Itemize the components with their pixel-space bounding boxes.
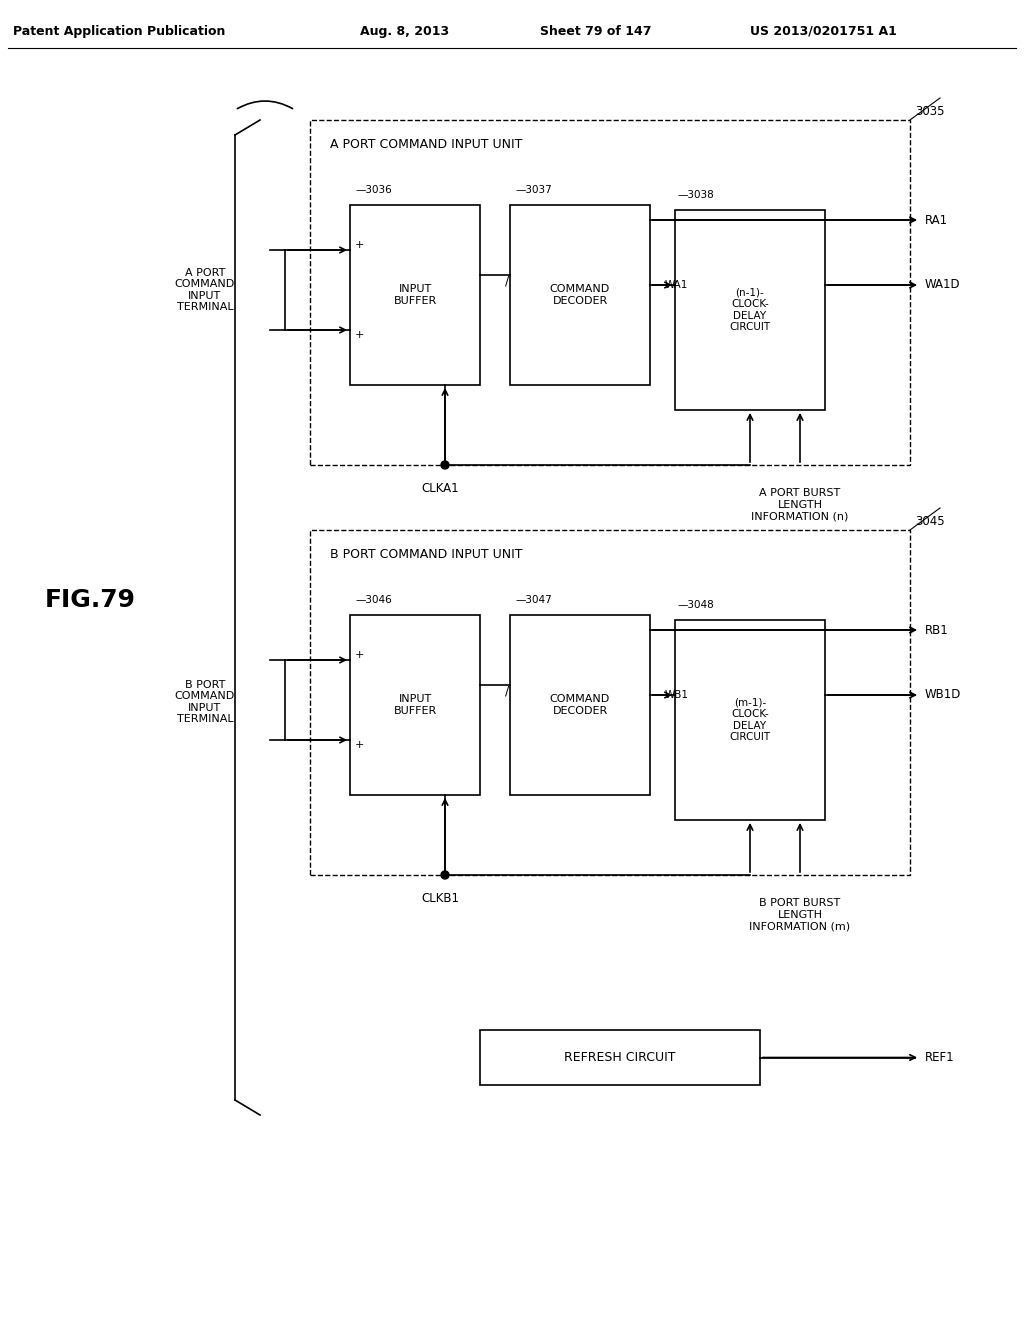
Text: Patent Application Publication: Patent Application Publication bbox=[13, 25, 225, 38]
Circle shape bbox=[441, 461, 449, 469]
Text: —3037: —3037 bbox=[515, 185, 552, 195]
Text: WA1D: WA1D bbox=[925, 279, 961, 292]
Text: RA1: RA1 bbox=[925, 214, 948, 227]
Text: WB1: WB1 bbox=[665, 690, 689, 700]
Text: B PORT BURST
LENGTH
INFORMATION (m): B PORT BURST LENGTH INFORMATION (m) bbox=[750, 898, 851, 931]
Text: COMMAND
DECODER: COMMAND DECODER bbox=[550, 284, 610, 306]
Text: A PORT
COMMAND
INPUT
TERMINAL: A PORT COMMAND INPUT TERMINAL bbox=[175, 268, 236, 313]
Text: A PORT BURST
LENGTH
INFORMATION (n): A PORT BURST LENGTH INFORMATION (n) bbox=[752, 488, 849, 521]
Text: A PORT COMMAND INPUT UNIT: A PORT COMMAND INPUT UNIT bbox=[330, 139, 522, 150]
Text: —3046: —3046 bbox=[355, 595, 392, 605]
FancyBboxPatch shape bbox=[510, 205, 650, 385]
Text: CLKB1: CLKB1 bbox=[421, 892, 459, 906]
Text: —3038: —3038 bbox=[677, 190, 714, 201]
FancyBboxPatch shape bbox=[480, 1030, 760, 1085]
Text: B PORT COMMAND INPUT UNIT: B PORT COMMAND INPUT UNIT bbox=[330, 548, 522, 561]
Text: B PORT
COMMAND
INPUT
TERMINAL: B PORT COMMAND INPUT TERMINAL bbox=[175, 680, 236, 725]
Text: /: / bbox=[505, 685, 509, 698]
Text: /: / bbox=[505, 275, 509, 288]
Text: FIG.79: FIG.79 bbox=[45, 587, 136, 612]
Text: —3036: —3036 bbox=[355, 185, 392, 195]
FancyBboxPatch shape bbox=[350, 205, 480, 385]
Text: REF1: REF1 bbox=[925, 1051, 954, 1064]
FancyBboxPatch shape bbox=[675, 620, 825, 820]
Text: —3048: —3048 bbox=[677, 601, 714, 610]
Text: +: + bbox=[355, 240, 365, 249]
Text: CLKA1: CLKA1 bbox=[421, 482, 459, 495]
FancyBboxPatch shape bbox=[350, 615, 480, 795]
FancyBboxPatch shape bbox=[310, 120, 910, 465]
Text: INPUT
BUFFER: INPUT BUFFER bbox=[393, 694, 436, 715]
Text: REFRESH CIRCUIT: REFRESH CIRCUIT bbox=[564, 1051, 676, 1064]
Text: INPUT
BUFFER: INPUT BUFFER bbox=[393, 284, 436, 306]
Text: +: + bbox=[355, 330, 365, 341]
Text: 3045: 3045 bbox=[915, 515, 944, 528]
Text: Aug. 8, 2013: Aug. 8, 2013 bbox=[360, 25, 450, 38]
Text: WA1: WA1 bbox=[665, 280, 688, 290]
Text: COMMAND
DECODER: COMMAND DECODER bbox=[550, 694, 610, 715]
Text: (n-1)-
CLOCK-
DELAY
CIRCUIT: (n-1)- CLOCK- DELAY CIRCUIT bbox=[729, 288, 771, 333]
Text: —3047: —3047 bbox=[515, 595, 552, 605]
Text: +: + bbox=[355, 741, 365, 750]
Text: 3035: 3035 bbox=[915, 106, 944, 117]
Text: +: + bbox=[355, 649, 365, 660]
Circle shape bbox=[441, 871, 449, 879]
FancyBboxPatch shape bbox=[675, 210, 825, 411]
Text: WB1D: WB1D bbox=[925, 689, 962, 701]
Text: RB1: RB1 bbox=[925, 623, 949, 636]
Text: Sheet 79 of 147: Sheet 79 of 147 bbox=[540, 25, 651, 38]
FancyBboxPatch shape bbox=[510, 615, 650, 795]
Text: US 2013/0201751 A1: US 2013/0201751 A1 bbox=[750, 25, 897, 38]
FancyBboxPatch shape bbox=[310, 531, 910, 875]
Text: (m-1)-
CLOCK-
DELAY
CIRCUIT: (m-1)- CLOCK- DELAY CIRCUIT bbox=[729, 697, 771, 742]
